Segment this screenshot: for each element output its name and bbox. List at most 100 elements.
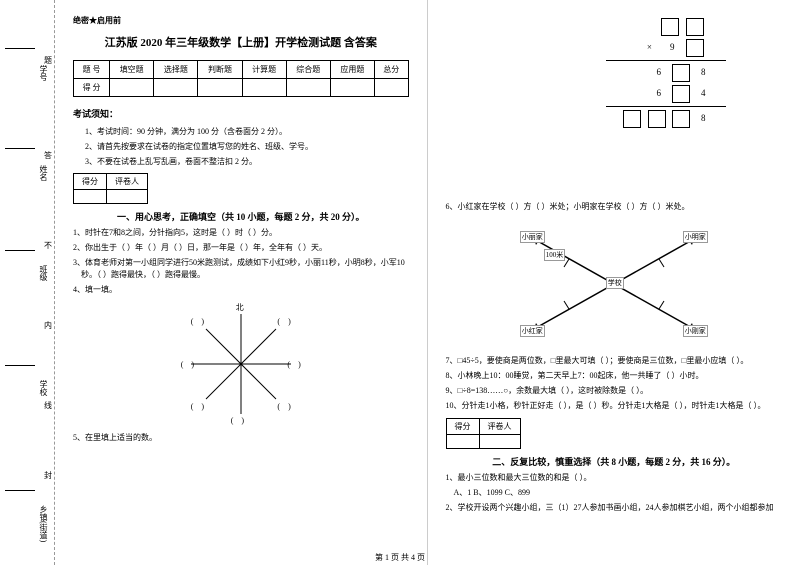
digit-9: 9 (670, 42, 675, 52)
table-row: 题 号 填空题 选择题 判断题 计算题 综合题 应用题 总分 (74, 61, 409, 79)
fold-char: 封 (44, 470, 52, 481)
compass-diagram: 北 ( ) ( ) ( ) ( ) ( ) ( ) ( ) (181, 304, 301, 424)
eval-table-2: 得分评卷人 (446, 418, 521, 449)
bind-line (5, 365, 35, 366)
calc-line (606, 106, 726, 107)
notice-item: 3、不要在试卷上乱写乱画，卷面不整洁扣 2 分。 (85, 156, 409, 167)
eval-c2: 评卷人 (107, 174, 148, 190)
eval-c1: 得分 (74, 174, 107, 190)
bind-line (5, 148, 35, 149)
td: 得 分 (74, 79, 110, 97)
north-label: 北 (236, 302, 244, 313)
td (242, 79, 286, 97)
s2-question-1: 1、最小三位数和最大三位数的和是（ ）。 (446, 472, 783, 484)
xm-label: 小明家 (683, 231, 708, 243)
td (286, 79, 330, 97)
fold-char: 题 (44, 55, 52, 66)
td (198, 79, 242, 97)
eval-blank (107, 190, 148, 204)
digit-6: 6 (656, 67, 661, 77)
digit-box (686, 18, 704, 36)
school-label: 学校 (606, 277, 624, 289)
eval-c2: 评卷人 (479, 419, 520, 435)
fold-char: 答 (44, 150, 52, 161)
fold-char: 线 (44, 400, 52, 411)
th: 计算题 (242, 61, 286, 79)
dir-blank: ( ) (191, 401, 204, 412)
digit-box (648, 110, 666, 128)
dir-blank: ( ) (181, 359, 194, 370)
eval-table: 得分评卷人 (73, 173, 148, 204)
digit-box (672, 110, 690, 128)
question-1: 1、时针在7和8之间，分针指向5，这时是（ ）时（ ）分。 (73, 227, 409, 239)
right-column: × 9 6 8 6 4 8 6、小红家在学校（ ）方（ ）米处；小明家在学校（ … (428, 0, 800, 565)
digit-8b: 8 (701, 113, 706, 123)
notice-item: 1、考试时间：90 分钟，满分为 100 分（含卷面分 2 分）。 (85, 126, 409, 137)
question-3: 3、体育老师对第一小组同学进行50米跑测试，成绩如下小红9秒，小丽11秒，小明8… (73, 257, 409, 281)
page-footer: 第 1 页 共 4 页 (0, 552, 800, 563)
fold-char: 不 (44, 240, 52, 251)
digit-box (672, 85, 690, 103)
th: 应用题 (330, 61, 374, 79)
section-1-heading: 一、用心思考，正确填空（共 10 小题，每题 2 分，共 20 分）。 (73, 210, 409, 223)
td (374, 79, 408, 97)
xh-label: 小丽家 (520, 231, 545, 243)
dir-blank: ( ) (191, 316, 204, 327)
td (154, 79, 198, 97)
bind-lbl-2: 班级 (38, 265, 49, 281)
dir-blank: ( ) (277, 401, 290, 412)
bind-line (5, 490, 35, 491)
s2-question-2: 2、学校开设两个兴趣小组，三（1）27人参加书画小组，24人参加棋艺小组，两个小… (446, 502, 783, 514)
question-4: 4、填一填。 (73, 284, 409, 296)
score-table: 题 号 填空题 选择题 判断题 计算题 综合题 应用题 总分 得 分 (73, 60, 409, 97)
section-2-heading: 二、反复比较，慎重选择（共 8 小题，每题 2 分，共 16 分）。 (446, 455, 783, 468)
th: 选择题 (154, 61, 198, 79)
dir-blank: ( ) (231, 415, 244, 426)
page-content: 绝密★启用前 江苏版 2020 年三年级数学【上册】开学检测试题 含答案 题 号… (55, 0, 800, 565)
bind-lbl-0: 乡镇(街道) (38, 505, 49, 542)
question-5: 5、在里填上适当的数。 (73, 432, 409, 444)
scale-label: 100米 (544, 249, 566, 261)
binding-margin: 乡镇(街道) 学校 班级 姓名 学号 封 线 内 不 答 题 (0, 0, 55, 565)
digit-box (672, 64, 690, 82)
multiplication-problem: × 9 6 8 6 4 8 (586, 18, 726, 198)
th: 综合题 (286, 61, 330, 79)
eval-blank (446, 435, 479, 449)
notice-heading: 考试须知： (73, 107, 409, 120)
th: 填空题 (110, 61, 154, 79)
bind-lbl-3: 姓名 (38, 165, 49, 181)
digit-4: 4 (701, 88, 706, 98)
exam-title: 江苏版 2020 年三年级数学【上册】开学检测试题 含答案 (73, 34, 409, 50)
s2-q1-options: A、1 B、1099 C、899 (446, 487, 783, 499)
question-6: 6、小红家在学校（ ）方（ ）米处；小明家在学校（ ）方（ ）米处。 (446, 201, 783, 213)
mult-sign: × (647, 42, 652, 52)
digit-box (623, 110, 641, 128)
td (110, 79, 154, 97)
left-column: 绝密★启用前 江苏版 2020 年三年级数学【上册】开学检测试题 含答案 题 号… (55, 0, 428, 565)
question-8: 8、小林晚上10：00睡觉，第二天早上7：00起床，他一共睡了（ ）小时。 (446, 370, 783, 382)
question-9: 9、□÷8=138……○，余数最大填（ ），这时被除数是（ ）。 (446, 385, 783, 397)
td (330, 79, 374, 97)
direction-diagram: 100米 学校 小丽家 小明家 小红家 小刚家 (514, 219, 714, 349)
question-2: 2、你出生于（ ）年（ ）月（ ）日，那一年是（ ）年，全年有（ ）天。 (73, 242, 409, 254)
question-7: 7、□45÷5，要使商是两位数，□里最大可填（ ）；要使商是三位数，□里最小应填… (446, 355, 783, 367)
table-row: 得 分 (74, 79, 409, 97)
eval-c1: 得分 (446, 419, 479, 435)
dir-blank: ( ) (287, 359, 300, 370)
bind-lbl-1: 学校 (38, 380, 49, 396)
th: 总分 (374, 61, 408, 79)
eval-blank (479, 435, 520, 449)
digit-6b: 6 (656, 88, 661, 98)
fold-char: 内 (44, 320, 52, 331)
digit-8: 8 (701, 67, 706, 77)
eval-blank (74, 190, 107, 204)
bind-lbl-4: 学号 (38, 65, 49, 81)
dir-blank: ( ) (277, 316, 290, 327)
question-10: 10、分针走1小格，秒针正好走（ ），是（ ）秒。分针走1大格是（ ），时针走1… (446, 400, 783, 412)
th: 题 号 (74, 61, 110, 79)
notice-item: 2、请首先按要求在试卷的指定位置填写您的姓名、班级、学号。 (85, 141, 409, 152)
calc-line (606, 60, 726, 61)
xg-label: 小刚家 (683, 325, 708, 337)
digit-box (661, 18, 679, 36)
th: 判断题 (198, 61, 242, 79)
